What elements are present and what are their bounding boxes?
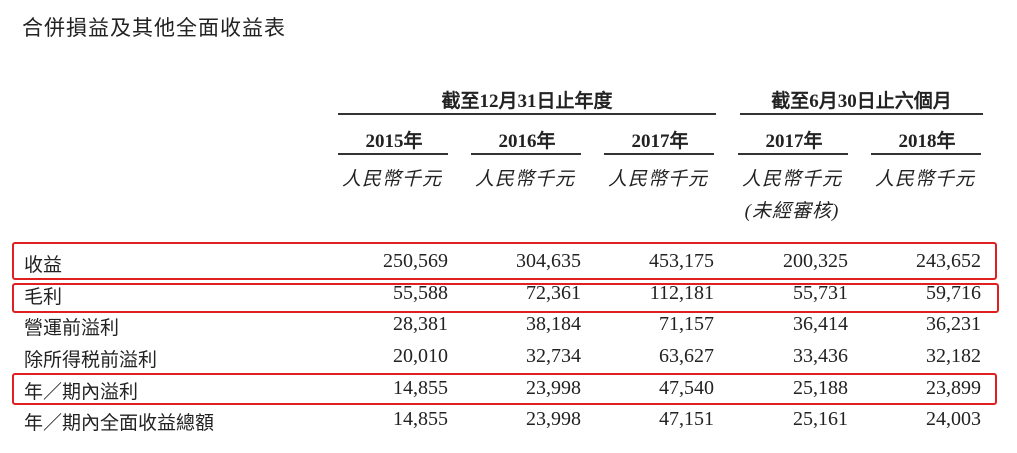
cell-value: 250,569 <box>383 250 448 272</box>
divider <box>338 153 448 155</box>
group-header-six-months: 截至6月30日止六個月 <box>771 91 952 112</box>
cell-value: 112,181 <box>649 282 714 304</box>
cell-value: 25,161 <box>793 408 848 430</box>
cell-value: 200,325 <box>783 250 848 272</box>
unit-label: 人民幣千元 <box>607 169 708 190</box>
cell-value: 453,175 <box>649 250 714 272</box>
cell-value: 24,003 <box>926 408 981 430</box>
table-row: 營運前溢利 28,381 38,184 71,157 36,414 36,231 <box>0 313 1017 343</box>
cell-value: 32,182 <box>926 345 981 367</box>
row-label: 收益 <box>24 255 63 276</box>
cell-value: 47,540 <box>659 377 714 399</box>
cell-value: 55,731 <box>793 282 848 304</box>
cell-value: 25,188 <box>793 377 848 399</box>
cell-value: 23,998 <box>526 377 581 399</box>
divider <box>738 153 848 155</box>
cell-value: 243,652 <box>916 250 981 272</box>
cell-value: 14,855 <box>393 408 448 430</box>
year-header: 2017年 <box>765 131 823 152</box>
row-label: 年／期內全面收益總額 <box>24 413 215 434</box>
unaudited-label: (未經審核) <box>744 201 840 222</box>
highlight-box-revenue <box>12 242 997 280</box>
unit-label: 人民幣千元 <box>474 169 575 190</box>
row-label: 毛利 <box>24 287 63 308</box>
unit-label: 人民幣千元 <box>341 169 442 190</box>
table-row: 除所得税前溢利 20,010 32,734 63,627 33,436 32,182 <box>0 345 1017 375</box>
cell-value: 23,998 <box>526 408 581 430</box>
table-row: 年／期內溢利 14,855 23,998 47,540 25,188 23,899 <box>0 377 1017 407</box>
cell-value: 38,184 <box>526 313 581 335</box>
divider <box>604 153 714 155</box>
cell-value: 72,361 <box>526 282 581 304</box>
highlight-box-gross-profit <box>12 283 999 313</box>
row-label: 營運前溢利 <box>24 318 120 339</box>
cell-value: 36,231 <box>926 313 981 335</box>
year-header: 2018年 <box>898 131 956 152</box>
table-row: 收益 250,569 304,635 453,175 200,325 243,652 <box>0 250 1017 280</box>
table-row: 毛利 55,588 72,361 112,181 55,731 59,716 <box>0 282 1017 312</box>
cell-value: 33,436 <box>793 345 848 367</box>
table-row: 年／期內全面收益總額 14,855 23,998 47,151 25,161 24,003 <box>0 408 1017 438</box>
unit-label: 人民幣千元 <box>874 169 975 190</box>
group-header-annual: 截至12月31日止年度 <box>441 91 613 112</box>
cell-value: 71,157 <box>659 313 714 335</box>
year-header: 2017年 <box>631 131 689 152</box>
cell-value: 36,414 <box>793 313 848 335</box>
divider <box>338 113 716 115</box>
cell-value: 20,010 <box>393 345 448 367</box>
cell-value: 14,855 <box>393 377 448 399</box>
year-header: 2015年 <box>365 131 423 152</box>
cell-value: 55,588 <box>393 282 448 304</box>
cell-value: 28,381 <box>393 313 448 335</box>
row-label: 年／期內溢利 <box>24 382 139 403</box>
unit-label: 人民幣千元 <box>741 169 842 190</box>
cell-value: 63,627 <box>659 345 714 367</box>
cell-value: 59,716 <box>926 282 981 304</box>
divider <box>471 153 581 155</box>
cell-value: 23,899 <box>926 377 981 399</box>
page-title: 合併損益及其他全面收益表 <box>22 16 286 40</box>
row-label: 除所得税前溢利 <box>24 350 158 371</box>
highlight-box-profit <box>12 373 997 405</box>
year-header: 2016年 <box>498 131 556 152</box>
cell-value: 304,635 <box>516 250 581 272</box>
divider <box>871 153 981 155</box>
cell-value: 32,734 <box>526 345 581 367</box>
cell-value: 47,151 <box>659 408 714 430</box>
divider <box>740 113 983 115</box>
